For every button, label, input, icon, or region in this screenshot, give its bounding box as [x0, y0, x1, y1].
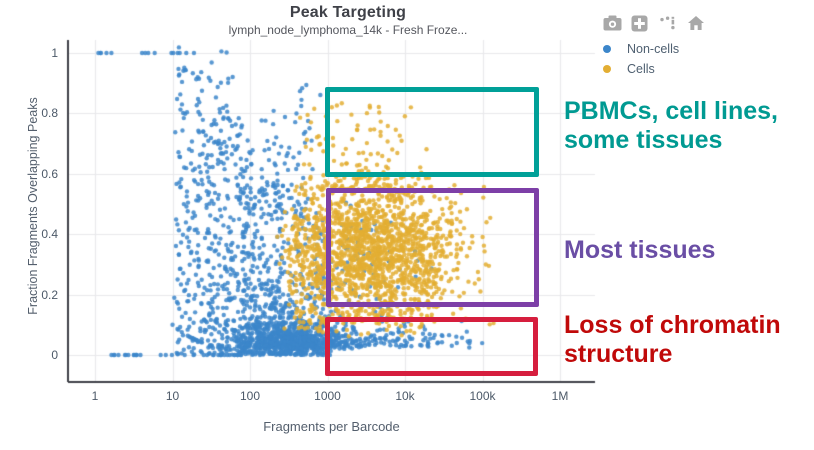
add-button[interactable] — [629, 12, 652, 34]
legend-label-cells: Cells — [627, 62, 655, 76]
cells-marker-icon — [603, 65, 611, 73]
chart-title: Peak Targeting — [289, 4, 407, 21]
y-axis-title: Fraction Fragments Overlapping Peaks — [26, 97, 40, 315]
annotation-line: PBMCs, cell lines, — [564, 97, 778, 125]
x-tick-label: 1 — [91, 389, 99, 403]
plot-toolbar — [601, 12, 708, 34]
x-axis-title: Fragments per Barcode — [263, 419, 400, 434]
home-icon — [688, 16, 704, 30]
x-tick-label: 10k — [395, 389, 415, 403]
annotation-label-pbmc: PBMCs, cell lines, some tissues — [564, 97, 778, 156]
plus-icon — [631, 15, 648, 31]
annotation-label-loss-of-chromatin: Loss of chromatin structure — [564, 311, 781, 370]
y-tick-label: 0.6 — [41, 166, 58, 181]
chart-subtitle: lymph_node_lymphoma_14k - Fresh Froze... — [228, 23, 468, 37]
y-tick-label: 0 — [51, 348, 58, 362]
select-data-points-button[interactable] — [657, 12, 680, 34]
y-tick-label: 1 — [51, 46, 58, 60]
x-tick-label: 100 — [239, 389, 261, 403]
x-tick-label: 1M — [551, 389, 569, 403]
legend-item-cells[interactable]: Cells — [603, 59, 679, 79]
reset-axes-home-button[interactable] — [685, 12, 708, 34]
legend-label-noncells: Non-cells — [627, 42, 680, 56]
annotation-box-loss-of-chromatin — [325, 316, 539, 377]
annotation-line: structure — [564, 340, 673, 369]
y-tick-label: 0.2 — [41, 287, 58, 302]
y-tick-label: 0.4 — [41, 227, 58, 242]
camera-icon — [603, 15, 622, 31]
noncells-marker-icon — [603, 45, 611, 53]
x-tick-label: 10 — [165, 389, 180, 403]
annotation-line: Most tissues — [564, 236, 716, 264]
y-tick-label: 0.8 — [41, 106, 58, 121]
annotation-box-most-tissues — [325, 187, 540, 307]
x-tick-label: 100k — [469, 389, 496, 403]
legend-item-noncells[interactable]: Non-cells — [603, 39, 679, 59]
annotation-line: Loss of chromatin — [564, 311, 781, 339]
annotation-box-pbmc — [325, 87, 540, 177]
download-plot-button[interactable] — [601, 12, 624, 34]
annotation-label-most-tissues: Most tissues — [564, 236, 715, 265]
annotation-line: some tissues — [564, 126, 723, 155]
x-tick-label: 1000 — [314, 389, 341, 403]
data-points-icon — [660, 16, 675, 29]
legend: Non-cells Cells — [603, 39, 679, 79]
